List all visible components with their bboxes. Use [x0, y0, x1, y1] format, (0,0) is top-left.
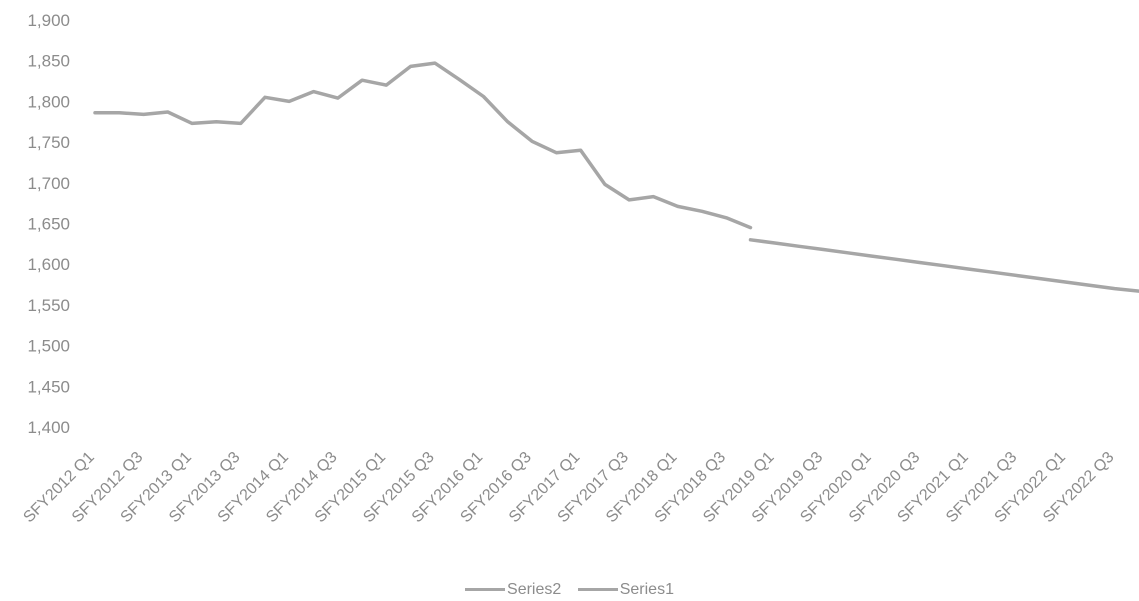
- y-tick-label: 1,550: [27, 296, 70, 315]
- y-tick-label: 1,600: [27, 255, 70, 274]
- legend-label-series1: Series1: [619, 580, 674, 598]
- y-tick-label: 1,700: [27, 174, 70, 193]
- y-axis-ticks: 1,400 1,450 1,500 1,550 1,600 1,650 1,700 1,750…: [27, 11, 70, 437]
- legend: Series2 Series1: [0, 578, 1139, 599]
- series-line-series1: [93, 61, 753, 230]
- y-tick-label: 1,400: [27, 418, 70, 437]
- series-line-series2: [748, 238, 1139, 293]
- y-tick-label: 1,850: [27, 52, 70, 71]
- y-tick-label: 1,900: [27, 11, 70, 30]
- legend-swatch-series1: [577, 588, 618, 591]
- y-tick-label: 1,450: [27, 377, 70, 396]
- y-tick-label: 1,800: [27, 92, 70, 111]
- chart-lines: [93, 61, 1139, 293]
- y-tick-label: 1,500: [27, 337, 70, 356]
- y-tick-label: 1,650: [27, 215, 70, 234]
- legend-label-series2: Series2: [507, 580, 562, 598]
- legend-swatch-series2: [465, 588, 506, 591]
- legend-item-series2: Series2: [465, 581, 561, 599]
- y-tick-label: 1,750: [27, 133, 70, 152]
- legend-item-series1: Series1: [577, 580, 674, 599]
